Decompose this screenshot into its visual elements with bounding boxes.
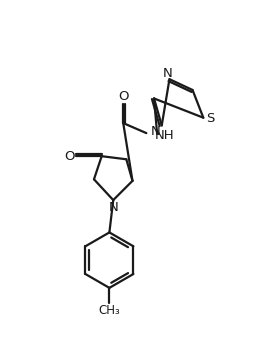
Text: N: N <box>109 201 119 214</box>
Text: NH: NH <box>155 129 174 142</box>
Text: CH₃: CH₃ <box>99 304 120 317</box>
Text: S: S <box>206 112 214 125</box>
Text: N: N <box>163 67 173 80</box>
Text: N: N <box>151 125 161 138</box>
Text: O: O <box>64 150 75 163</box>
Text: O: O <box>118 90 129 103</box>
